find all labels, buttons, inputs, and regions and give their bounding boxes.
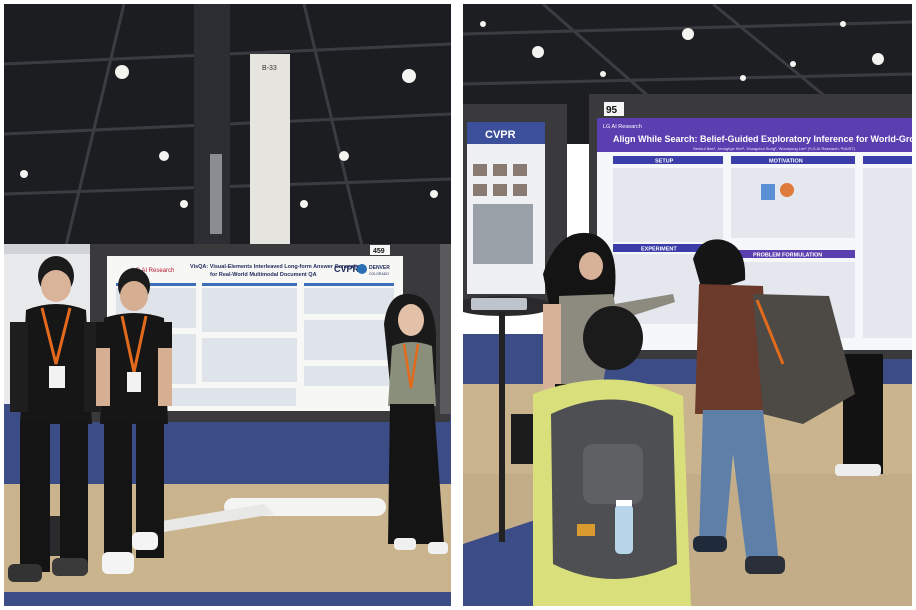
person-middle [96,268,172,574]
left-photo-scene: B-33 459 LG AI Research VisQA: Visual-El… [4,4,451,606]
section-setup: SETUP [655,159,674,165]
person-right [384,293,448,554]
poster-authors: Seohui Bae¹, Jeonghye Kim², Youngchul Su… [693,146,856,151]
left-poster-logo: CVPR [485,129,516,141]
poster-org-logo: LG AI Research [132,268,174,274]
poster-header [597,118,912,152]
conference-city: DENVER [369,265,390,271]
booth-number-tag [370,245,390,255]
booth-number: 95 [606,105,618,116]
backpack [753,294,855,424]
poster-title-line1: VisQA: Visual-Elements Interleaved Long-… [190,264,364,270]
poster-org-logo: LG AI Research [603,124,642,130]
poster-title: Align While Search: Belief-Guided Explor… [613,134,912,144]
conference-logo: CVPR [334,264,360,274]
denver-logo-icon [357,264,367,274]
person-left [8,256,100,582]
section-experiment: EXPERIMENT [641,247,677,253]
section-motivation: MOTIVATION [769,159,803,165]
conference-state: COLORADO [369,272,389,276]
pillar [250,54,290,249]
right-photo: CVPR 95 LG AI Research Align While Searc… [463,4,912,606]
booth-number: 459 [373,248,385,255]
left-photo: B-33 459 LG AI Research VisQA: Visual-El… [4,4,451,606]
water-bottle [615,504,633,554]
person-plaid-shirt [693,239,855,574]
pillar-label: B-33 [262,65,277,72]
poster-title-line2: for Real-World Multimodal Document QA [210,272,317,278]
right-photo-scene: CVPR 95 LG AI Research Align While Searc… [463,4,912,606]
person-yellow-shirt [533,306,691,606]
section-problem: PROBLEM FORMULATION [753,253,822,259]
